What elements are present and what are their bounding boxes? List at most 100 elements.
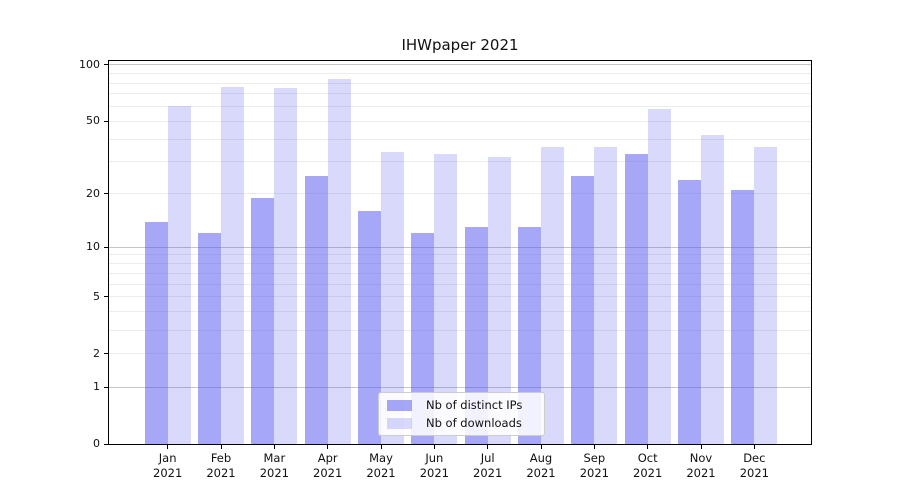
- bar-distinct-ips-jun: [411, 233, 435, 444]
- x-tick-label-feb: Feb 2021: [206, 451, 236, 480]
- gridline-minor-50: [109, 120, 811, 122]
- legend-label-distinct-ips: Nb of distinct IPs: [426, 398, 523, 412]
- y-tick-label-5: 5: [93, 289, 100, 303]
- y-tick-label-1: 1: [93, 380, 100, 394]
- plot-canvas: [109, 61, 811, 444]
- gridline-minor-70: [109, 93, 811, 95]
- gridline-minor-80: [109, 82, 811, 84]
- bar-group-mar: [248, 61, 301, 444]
- bar-distinct-ips-aug: [517, 227, 541, 444]
- bar-group-oct: [621, 61, 674, 444]
- x-tick-mark-mar: [273, 445, 275, 449]
- y-tick-mark-2: [104, 353, 108, 355]
- y-tick-label-50: 50: [86, 114, 100, 128]
- x-tick-mark-jul: [487, 445, 489, 449]
- gridline-minor-8: [109, 263, 811, 265]
- gridline-major-10: [109, 246, 811, 248]
- bar-group-jan: [141, 61, 194, 444]
- x-tick-mark-sep: [593, 445, 595, 449]
- bar-downloads-dec: [754, 147, 778, 444]
- bar-downloads-sep: [594, 147, 618, 444]
- gridline-minor-60: [109, 105, 811, 107]
- x-tick-mark-feb: [220, 445, 222, 449]
- y-tick-label-2: 2: [93, 346, 100, 360]
- bar-downloads-aug: [540, 147, 564, 444]
- x-tick-mark-oct: [647, 445, 649, 449]
- x-tick-mark-apr: [327, 445, 329, 449]
- bar-distinct-ips-mar: [251, 197, 275, 444]
- y-tick-mark-5: [104, 296, 108, 298]
- bar-group-jun: [408, 61, 461, 444]
- gridline-minor-9: [109, 254, 811, 256]
- bar-group-dec: [728, 61, 781, 444]
- bar-downloads-apr: [327, 79, 351, 444]
- plot-area: [108, 60, 812, 445]
- chart-title: IHWpaper 2021: [401, 36, 519, 54]
- x-tick-mark-jun: [433, 445, 435, 449]
- legend-item-downloads: Nb of downloads: [385, 416, 538, 430]
- x-tick-label-apr: Apr 2021: [313, 451, 343, 480]
- x-tick-label-jul: Jul 2021: [473, 451, 503, 480]
- legend-swatch-downloads: [387, 417, 412, 429]
- bar-distinct-ips-feb: [197, 233, 221, 444]
- gridline-minor-7: [109, 272, 811, 274]
- bar-group-jul: [461, 61, 514, 444]
- bar-distinct-ips-nov: [677, 179, 701, 444]
- x-tick-mark-nov: [700, 445, 702, 449]
- x-tick-label-nov: Nov 2021: [686, 451, 716, 480]
- y-tick-label-100: 100: [79, 57, 100, 71]
- bar-group-feb: [194, 61, 247, 444]
- y-tick-mark-20: [104, 193, 108, 195]
- x-tick-label-dec: Dec 2021: [739, 451, 769, 480]
- y-tick-mark-0: [104, 443, 108, 445]
- x-tick-label-aug: Aug 2021: [526, 451, 556, 480]
- bar-downloads-may: [380, 152, 404, 444]
- bar-distinct-ips-jan: [144, 221, 168, 444]
- x-tick-mark-dec: [753, 445, 755, 449]
- y-tick-mark-1: [104, 386, 108, 388]
- legend-swatch-distinct-ips: [387, 399, 412, 411]
- bar-downloads-mar: [274, 88, 298, 444]
- bar-downloads-jul: [487, 156, 511, 444]
- gridline-minor-5: [109, 296, 811, 298]
- y-tick-mark-50: [104, 120, 108, 122]
- y-tick-mark-10: [104, 246, 108, 248]
- bar-distinct-ips-jul: [464, 227, 488, 444]
- gridline-major-1: [109, 386, 811, 388]
- bar-distinct-ips-dec: [731, 190, 755, 444]
- gridline-minor-20: [109, 193, 811, 195]
- legend: Nb of distinct IPs Nb of downloads: [378, 392, 545, 436]
- bar-distinct-ips-may: [357, 211, 381, 444]
- gridline-minor-40: [109, 138, 811, 140]
- bar-downloads-nov: [700, 135, 724, 444]
- gridline-minor-4: [109, 311, 811, 313]
- gridline-minor-90: [109, 73, 811, 75]
- bar-group-aug: [514, 61, 567, 444]
- gridline-minor-30: [109, 161, 811, 163]
- x-tick-label-may: May 2021: [366, 451, 396, 480]
- y-tick-label-0: 0: [93, 437, 100, 450]
- bar-group-apr: [301, 61, 354, 444]
- bar-group-sep: [568, 61, 621, 444]
- gridline-minor-2: [109, 353, 811, 355]
- x-tick-mark-jan: [167, 445, 169, 449]
- y-tick-label-20: 20: [86, 186, 100, 200]
- bar-downloads-jun: [434, 154, 458, 444]
- legend-label-downloads: Nb of downloads: [426, 416, 522, 430]
- bar-downloads-oct: [647, 109, 671, 444]
- bar-group-may: [354, 61, 407, 444]
- x-tick-mark-aug: [540, 445, 542, 449]
- bar-distinct-ips-sep: [571, 176, 595, 444]
- bar-group-nov: [674, 61, 727, 444]
- gridline-minor-3: [109, 329, 811, 331]
- x-tick-label-sep: Sep 2021: [579, 451, 609, 480]
- y-tick-label-10: 10: [86, 240, 100, 254]
- bar-distinct-ips-apr: [304, 176, 328, 444]
- x-tick-label-mar: Mar 2021: [259, 451, 289, 480]
- bar-downloads-jan: [167, 106, 191, 444]
- y-tick-mark-100: [104, 64, 108, 66]
- gridline-major-100: [109, 64, 811, 66]
- x-tick-label-jan: Jan 2021: [153, 451, 183, 480]
- x-tick-label-jun: Jun 2021: [419, 451, 449, 480]
